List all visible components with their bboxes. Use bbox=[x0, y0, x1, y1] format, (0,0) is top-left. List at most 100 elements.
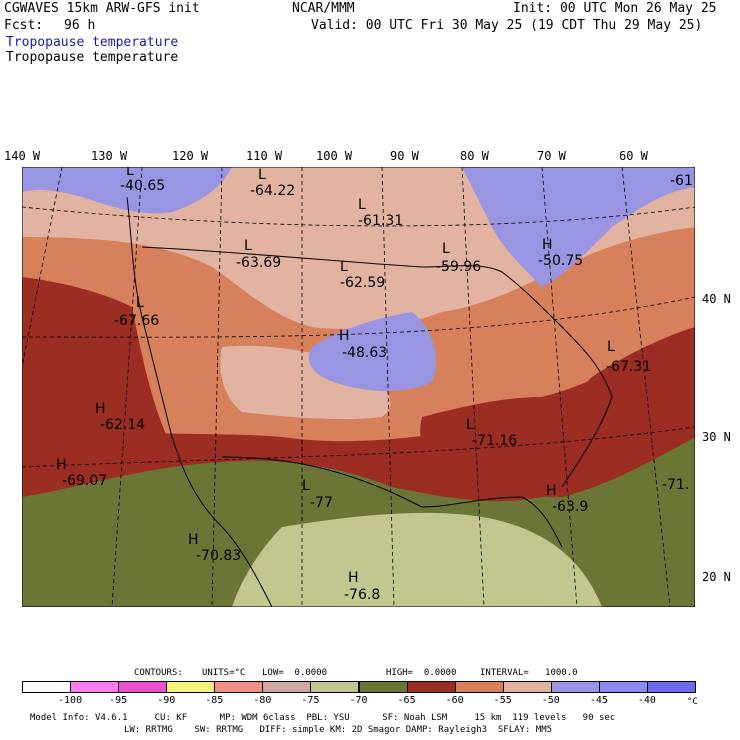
field-band-southeast bbox=[420, 327, 695, 497]
high-value: -69.07 bbox=[62, 473, 107, 489]
low-marker: L bbox=[244, 238, 252, 254]
field-title-secondary: Tropopause temperature bbox=[6, 50, 179, 65]
low-marker: L bbox=[258, 167, 266, 183]
colorbar-tick-label: -90 bbox=[157, 695, 176, 706]
colorbar-swatch bbox=[646, 681, 696, 693]
borders bbox=[126, 196, 613, 607]
low-value: -61 bbox=[670, 173, 693, 189]
low-marker: L bbox=[442, 241, 450, 257]
colorbar-swatch bbox=[22, 681, 72, 693]
field-band-west bbox=[22, 277, 172, 457]
low-value: -71. bbox=[662, 477, 689, 493]
tropopause-temperature-map: H -50.75 H -48.63 H -62.14 H -69.07 H -7… bbox=[22, 167, 695, 607]
high-value: -50.75 bbox=[538, 253, 583, 269]
colorbar-tick-label: -70 bbox=[349, 695, 368, 706]
colorbar-swatch bbox=[358, 681, 408, 693]
colorbar-swatch bbox=[406, 681, 456, 693]
low-value: -77 bbox=[310, 495, 333, 511]
colorbar-swatch bbox=[70, 681, 120, 693]
colorbar-swatch bbox=[118, 681, 168, 693]
forecast-hours: 96 h bbox=[64, 18, 96, 33]
field-band-minus45-center bbox=[309, 312, 436, 392]
model-info-line1: Model Info: V4.6.1 CU: KF MP: WDM 6class… bbox=[30, 713, 616, 723]
low-value: -67.66 bbox=[114, 313, 159, 329]
lat-label: 30 N bbox=[702, 430, 731, 444]
contours-high: HIGH= 0.0000 bbox=[386, 668, 457, 678]
contours-units: UNITS=°C bbox=[202, 668, 246, 678]
graticule bbox=[22, 167, 695, 607]
colorbar-tick-label: -100 bbox=[58, 695, 83, 706]
colorbar-tick-label: -40 bbox=[637, 695, 656, 706]
field-band-minus45-nw bbox=[22, 167, 232, 214]
lon-label: 90 W bbox=[390, 149, 419, 163]
init-time: Init: 00 UTC Mon 26 May 25 bbox=[513, 1, 717, 16]
high-marker: H bbox=[542, 237, 553, 253]
lon-label: 60 W bbox=[619, 149, 648, 163]
low-marker: L bbox=[607, 339, 615, 355]
high-value: -48.63 bbox=[342, 345, 387, 361]
colorbar-tick-label: -65 bbox=[397, 695, 416, 706]
colorbar-swatch bbox=[214, 681, 264, 693]
model-title: CGWAVES 15km ARW-GFS init bbox=[4, 1, 200, 16]
field-band-minus80 bbox=[232, 512, 602, 607]
lon-label: 130 W bbox=[91, 149, 128, 163]
low-value: -59.96 bbox=[436, 259, 481, 275]
colorbar-swatch bbox=[166, 681, 216, 693]
colorbar-tick-label: -80 bbox=[253, 695, 272, 706]
lon-label: 80 W bbox=[460, 149, 489, 163]
colorbar-tick-label: -85 bbox=[205, 695, 224, 706]
high-marker: H bbox=[95, 401, 106, 417]
low-value: -62.59 bbox=[340, 275, 385, 291]
low-marker: L bbox=[302, 478, 310, 494]
field-title-primary: Tropopause temperature bbox=[6, 35, 179, 50]
low-value: -67.31 bbox=[606, 359, 651, 375]
high-marker: H bbox=[188, 532, 199, 548]
low-value: -61.31 bbox=[358, 213, 403, 229]
colorbar-tick-label: -95 bbox=[109, 695, 128, 706]
colorbar-tick-label: -50 bbox=[541, 695, 560, 706]
high-marker: H bbox=[348, 570, 359, 586]
lat-label: 20 N bbox=[702, 570, 731, 584]
colorbar-swatch bbox=[310, 681, 360, 693]
low-value: -64.22 bbox=[250, 183, 295, 199]
colorbar-swatch bbox=[502, 681, 552, 693]
contours-low: LOW= 0.0000 bbox=[262, 668, 328, 678]
colorbar-swatch bbox=[454, 681, 504, 693]
high-marker: H bbox=[56, 457, 67, 473]
lon-label: 100 W bbox=[316, 149, 353, 163]
high-value: -70.83 bbox=[196, 548, 241, 564]
low-marker: L bbox=[466, 417, 474, 433]
colorbar-tick-label: -60 bbox=[445, 695, 464, 706]
colorbar-swatch bbox=[598, 681, 648, 693]
colorbar-swatch bbox=[262, 681, 312, 693]
lon-label: 110 W bbox=[246, 149, 283, 163]
lon-label: 70 W bbox=[537, 149, 566, 163]
valid-time: Valid: 00 UTC Fri 30 May 25 (19 CDT Thu … bbox=[311, 18, 703, 33]
lat-label: 40 N bbox=[702, 292, 731, 306]
low-marker: L bbox=[340, 259, 348, 275]
contours-label: CONTOURS: bbox=[134, 668, 183, 678]
low-marker: L bbox=[126, 167, 134, 179]
high-marker: H bbox=[546, 483, 557, 499]
lon-label: 140 W bbox=[4, 149, 41, 163]
colorbar-swatch bbox=[550, 681, 600, 693]
low-value: -71.16 bbox=[472, 433, 517, 449]
colorbar-tick-label: -55 bbox=[493, 695, 512, 706]
colorbar-tick-label: -75 bbox=[301, 695, 320, 706]
high-marker: H bbox=[339, 328, 350, 344]
colorbar-unit: °C bbox=[687, 697, 698, 707]
lon-label: 120 W bbox=[172, 149, 209, 163]
high-value: -63.9 bbox=[552, 499, 588, 515]
model-info-line2: LW: RRTMG SW: RRTMG DIFF: simple KM: 2D … bbox=[124, 725, 553, 735]
contours-interval: INTERVAL= 1000.0 bbox=[480, 668, 578, 678]
center-label: NCAR/MMM bbox=[292, 1, 355, 16]
low-value: -63.69 bbox=[236, 255, 281, 271]
high-value: -62.14 bbox=[100, 417, 145, 433]
low-marker: L bbox=[136, 295, 144, 311]
low-value: -40.65 bbox=[120, 178, 165, 194]
field-band-minus45-ne bbox=[462, 167, 695, 287]
colorbar-tick-label: -45 bbox=[589, 695, 608, 706]
low-marker: L bbox=[358, 197, 366, 213]
high-value: -76.8 bbox=[344, 587, 380, 603]
forecast-label: Fcst: bbox=[4, 18, 44, 33]
